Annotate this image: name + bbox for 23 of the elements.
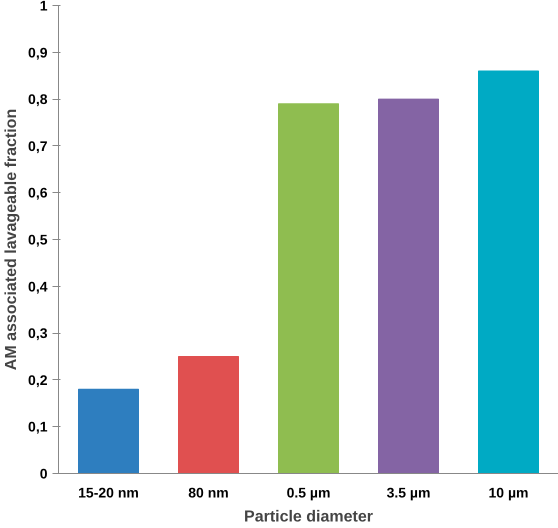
- bar: [478, 70, 539, 474]
- bar: [78, 388, 139, 474]
- y-tick-label: 0,7: [28, 138, 48, 154]
- x-axis-title: Particle diameter: [244, 508, 373, 526]
- y-tick-label: 0: [40, 466, 48, 482]
- y-tick-label: 0,1: [28, 418, 48, 435]
- x-tick-label: 0.5 µm: [286, 484, 330, 500]
- x-tick-label: 80 nm: [188, 484, 229, 500]
- bar: [178, 356, 239, 474]
- x-tick-label: 15-20 nm: [78, 484, 139, 500]
- bar: [278, 103, 339, 474]
- y-tick-label: 0,6: [28, 184, 48, 201]
- y-axis-title: AM associated lavageable fraction: [3, 108, 20, 370]
- y-tick-label: 0,5: [28, 232, 48, 248]
- y-tick-label: 0,3: [28, 325, 48, 342]
- y-tick-label: 1: [40, 0, 48, 14]
- bar: [378, 98, 439, 474]
- x-tick-label: 3.5 µm: [386, 484, 430, 500]
- y-tick-label: 0,4: [28, 278, 48, 294]
- y-tick-label: 0,8: [28, 91, 48, 108]
- y-tick-label: 0,9: [28, 44, 48, 60]
- y-tick-label: 0,2: [28, 372, 48, 388]
- x-tick-label: 10 µm: [488, 484, 528, 500]
